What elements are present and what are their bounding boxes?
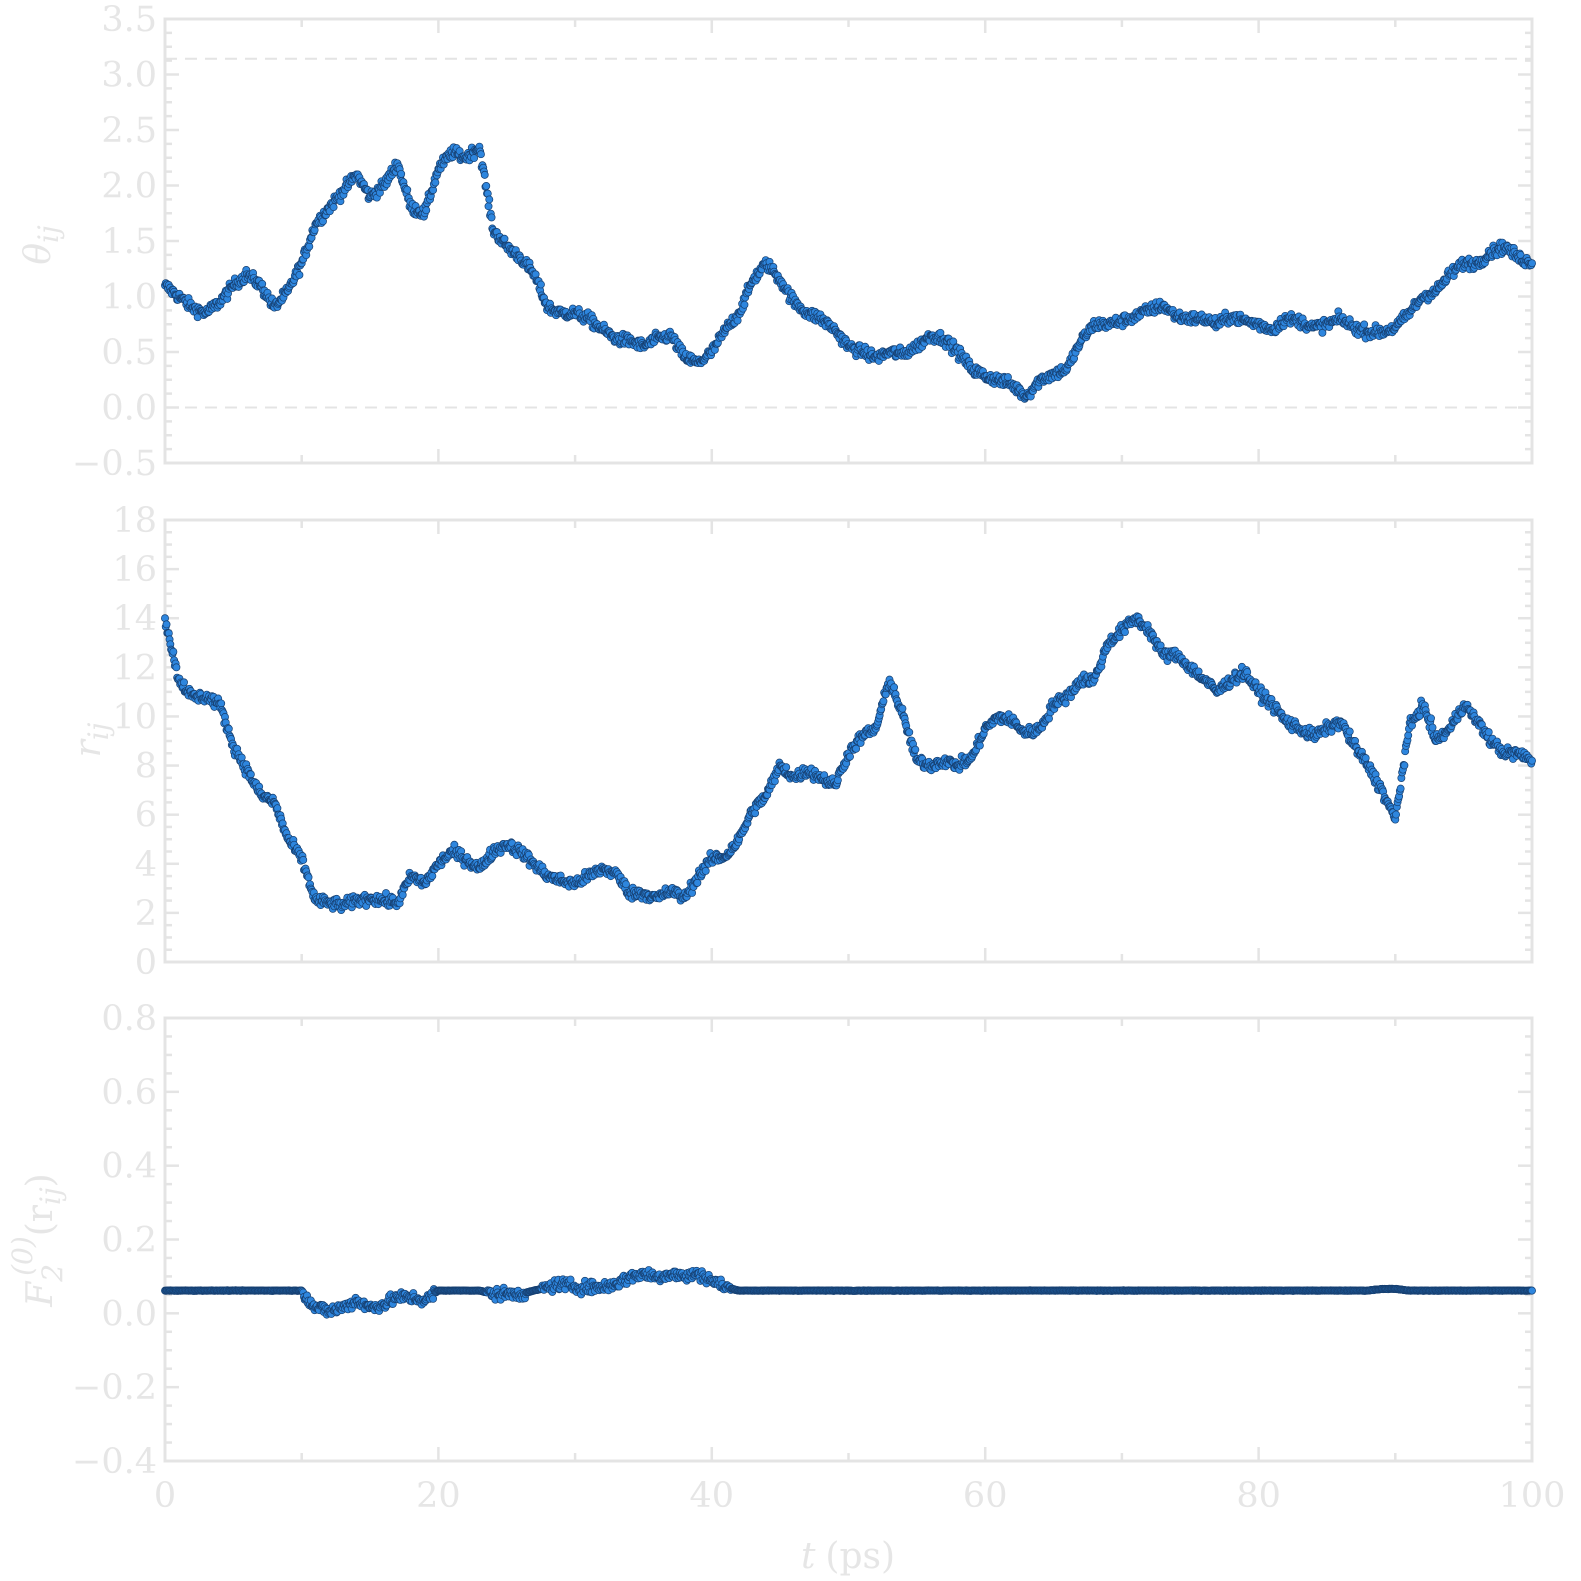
data-point — [172, 663, 181, 672]
y-tick-label: 0 — [135, 943, 157, 983]
data-point — [1404, 731, 1413, 740]
data-point — [299, 856, 308, 864]
data-point — [898, 704, 907, 713]
data-point — [1396, 784, 1405, 793]
y-tick-label: 0.8 — [101, 999, 157, 1039]
y-tick-label: 16 — [112, 550, 157, 590]
x-tick-label: 80 — [1236, 1476, 1281, 1516]
y-tick-label: −0.4 — [72, 1442, 157, 1482]
data-point — [693, 878, 702, 887]
y-tick-label: 0.4 — [101, 1147, 157, 1187]
data-point — [180, 678, 188, 687]
plot-frame — [163, 17, 1534, 465]
data-point — [258, 279, 267, 288]
data-point — [733, 316, 742, 325]
data-point — [1061, 699, 1070, 708]
y-tick-label: 3.0 — [101, 56, 157, 96]
y-tick-label: 10 — [112, 697, 157, 737]
y-tick-label: 4 — [135, 845, 157, 885]
x-tick-label: 0 — [154, 1476, 176, 1516]
r-panel: 0 2 4 6 8 10 12 14 16 18 — [112, 501, 1536, 983]
plot-frame — [163, 1016, 1534, 1463]
data-point — [1392, 810, 1401, 819]
y-tick-label: 0.5 — [101, 333, 157, 373]
data-point — [740, 300, 749, 309]
data-point — [487, 213, 496, 222]
data-point — [398, 890, 407, 899]
data-point — [879, 697, 888, 706]
data-point — [480, 170, 489, 179]
data-point — [403, 185, 412, 194]
y-tick-label: 6 — [135, 796, 157, 836]
data-point — [295, 271, 304, 279]
data-point — [536, 280, 545, 289]
data-point — [1360, 320, 1369, 329]
data-point — [905, 728, 914, 737]
y-tick-label: 0.2 — [101, 1221, 157, 1261]
y-tick-label: 18 — [112, 501, 157, 541]
data-point — [246, 770, 255, 779]
data-point — [470, 154, 479, 163]
y-tick-label: 0.6 — [101, 1073, 157, 1113]
y-tick-label: 8 — [135, 747, 157, 787]
data-point — [1528, 259, 1536, 268]
y-tick-label: 2 — [135, 894, 157, 934]
data-point — [485, 195, 494, 204]
data-point — [846, 752, 854, 761]
y-tick-label: 0.0 — [101, 1294, 157, 1334]
data-point — [1528, 756, 1536, 765]
y-tick-label: 2.5 — [101, 111, 157, 151]
data-point — [422, 206, 431, 215]
y-tick-label: 14 — [112, 599, 157, 639]
data-point — [1427, 714, 1435, 723]
y-tick-label: 12 — [112, 648, 157, 688]
y-tick-label: 1.0 — [101, 278, 157, 318]
data-point — [476, 150, 485, 159]
data-point — [162, 620, 171, 629]
data-point — [701, 867, 710, 875]
data-point — [329, 203, 338, 212]
data-point — [833, 776, 842, 785]
data-point — [397, 169, 406, 178]
data-point — [431, 178, 440, 187]
data-point — [890, 683, 899, 692]
x-tick-label: 60 — [963, 1476, 1008, 1516]
data-point — [482, 181, 491, 190]
data-point — [429, 1294, 438, 1303]
x-tick-label: 20 — [416, 1476, 461, 1516]
data-point — [428, 872, 437, 880]
data-point — [782, 763, 791, 772]
y-tick-label: 1.5 — [101, 222, 157, 262]
f2-panel: −0.4 −0.2 0.0 0.2 0.4 0.6 0.8 0 20 40 60 80 100 — [72, 999, 1565, 1516]
data-point — [304, 873, 313, 882]
x-tick-label: 100 — [1499, 1476, 1566, 1516]
x-tick-label: 40 — [690, 1476, 735, 1516]
data-point — [224, 724, 233, 733]
data-point — [305, 242, 314, 251]
data-point — [1484, 728, 1493, 737]
y-tick-label: −0.5 — [72, 444, 157, 484]
y-tick-label: 3.5 — [101, 0, 157, 40]
data-point — [1361, 754, 1370, 763]
theta-panel: −0.5 0.0 0.5 1.0 1.5 2.0 2.5 3.0 3.5 — [72, 0, 1536, 484]
data-point — [1345, 727, 1354, 736]
y-tick-label: 0.0 — [101, 389, 157, 429]
data-point — [500, 234, 509, 243]
data-point — [1400, 761, 1409, 770]
data-point — [770, 777, 779, 786]
data-point — [751, 809, 760, 818]
data-point — [622, 880, 630, 889]
data-point — [169, 647, 178, 656]
data-point — [911, 745, 920, 754]
y-tick-label: 2.0 — [101, 167, 157, 207]
data-point — [1428, 723, 1437, 732]
y-tick-label: −0.2 — [72, 1368, 157, 1408]
data-point — [1120, 628, 1129, 637]
data-point — [217, 699, 226, 708]
data-point — [484, 202, 493, 211]
